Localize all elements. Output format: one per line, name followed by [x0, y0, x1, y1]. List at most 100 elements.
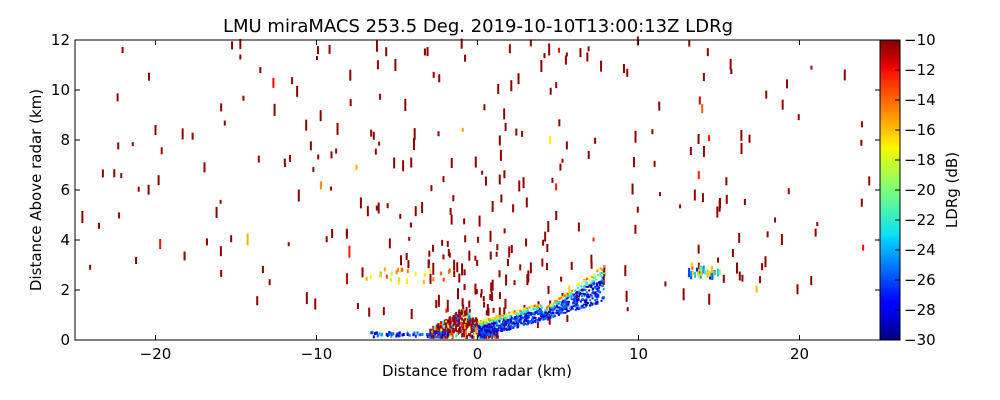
clutter-cell — [458, 309, 461, 315]
clutter-cell — [469, 312, 472, 318]
cloud-cell — [526, 307, 529, 310]
cloud-cell — [586, 294, 589, 297]
cloud-cell — [586, 277, 589, 280]
noise-echo — [521, 130, 524, 137]
cloud-cell — [563, 300, 566, 303]
noise-echo — [393, 157, 396, 169]
cloud-cell — [479, 332, 482, 335]
cloud-cell — [551, 312, 554, 315]
noise-echo — [748, 134, 751, 143]
cloud-cell — [589, 301, 592, 304]
ground-echo — [391, 332, 394, 336]
noise-echo — [559, 163, 562, 171]
cloud-cell — [496, 328, 499, 331]
cloud-cell — [559, 300, 562, 303]
cloud-cell — [570, 295, 573, 298]
noise-echo — [283, 158, 286, 165]
noise-echo — [242, 95, 245, 101]
cloud-cell — [601, 276, 604, 279]
cloud-cell — [516, 313, 519, 316]
cloud-cell — [531, 321, 534, 324]
noise-echo — [549, 87, 552, 95]
noise-echo — [89, 264, 92, 270]
noise-echo — [729, 58, 732, 70]
cloud-cell — [552, 305, 555, 308]
clutter-cell — [496, 334, 499, 339]
ground-echo — [375, 331, 378, 335]
colorbar-label: LDRg (dB) — [943, 152, 961, 228]
cloud-cell — [506, 315, 509, 318]
cloud-cell — [575, 292, 578, 295]
cloud-cell — [595, 302, 598, 305]
clutter-cell — [456, 332, 459, 336]
clutter-cell — [459, 328, 462, 333]
cloud-cell — [520, 312, 523, 315]
ground-echo — [408, 333, 411, 337]
noise-echo — [566, 314, 569, 322]
cloud-cell — [594, 275, 597, 278]
clutter-cell — [477, 335, 480, 338]
ml-echo — [385, 274, 388, 279]
cloud-cell — [500, 326, 503, 329]
ground-echo — [416, 332, 419, 336]
cloud-cell — [495, 321, 498, 324]
noise-echo — [116, 93, 119, 102]
cloud-cell — [576, 304, 579, 307]
cloud-cell — [505, 323, 508, 326]
cloud-cell — [512, 326, 515, 329]
cloud-cell — [592, 283, 595, 286]
cloud-cell — [546, 309, 549, 312]
cloud-cell — [595, 278, 598, 281]
cloud-cell — [557, 302, 560, 305]
noise-echo — [435, 300, 438, 309]
cloud-cell — [597, 285, 600, 288]
noise-echo — [113, 169, 116, 178]
x-tick-label: 20 — [790, 345, 809, 363]
noise-echo — [697, 244, 700, 254]
clutter-cell — [458, 312, 461, 317]
cloud-cell — [596, 302, 599, 305]
y-tick-label: 10 — [51, 81, 70, 99]
noise-echo — [359, 197, 362, 209]
cloud-cell — [495, 322, 498, 325]
cloud-cell — [602, 295, 605, 298]
noise-echo — [518, 180, 521, 192]
noise-echo — [512, 204, 515, 213]
cloud-cell — [537, 310, 540, 313]
noise-echo — [414, 206, 417, 217]
cloud-cell — [574, 301, 577, 304]
cloud-cell — [546, 305, 549, 308]
cloud-cell — [584, 300, 587, 303]
clutter-cell — [433, 329, 436, 332]
noise-echo — [626, 68, 629, 77]
noise-echo — [468, 308, 471, 315]
cloud-cell — [508, 311, 511, 314]
noise-echo — [717, 257, 720, 263]
cloud-cell — [566, 296, 569, 299]
noise-echo — [453, 271, 456, 278]
cloud-cell — [508, 320, 511, 323]
noise-echo — [385, 47, 388, 57]
cloud-cell — [576, 283, 579, 286]
cloud-cell — [487, 326, 490, 329]
noise-echo — [345, 228, 348, 239]
noise-echo — [375, 205, 378, 211]
cloud-cell — [588, 284, 591, 287]
cloud-cell — [497, 317, 500, 320]
clutter-cell — [471, 317, 474, 323]
cloud-cell — [524, 310, 527, 313]
cloud-cell — [517, 320, 520, 323]
cloud-cell — [581, 305, 584, 308]
cloud-cell — [525, 323, 528, 326]
cloud-cell — [591, 282, 594, 285]
cloud-cell — [499, 327, 502, 330]
cloud-cell — [482, 323, 485, 326]
cloud-cell — [492, 318, 495, 321]
elevated-patch-cell — [691, 265, 694, 270]
cloud-cell — [592, 290, 595, 293]
cloud-cell — [538, 304, 541, 307]
cloud-cell — [561, 295, 564, 298]
clutter-cell — [474, 317, 477, 322]
clutter-cell — [457, 314, 460, 318]
noise-echo — [786, 79, 789, 89]
